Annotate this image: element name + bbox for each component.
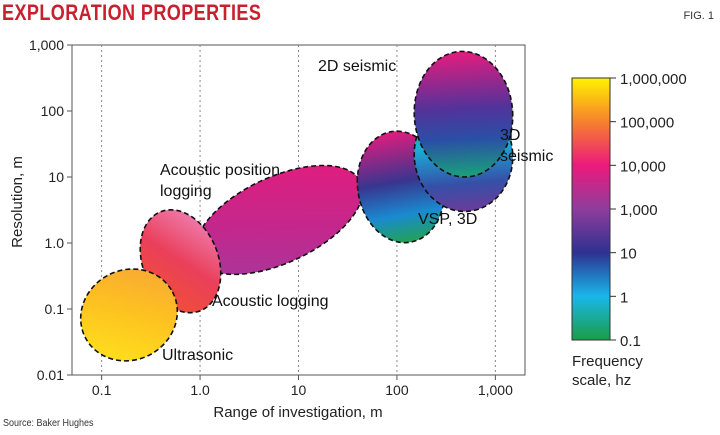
chart-title: EXPLORATION PROPERTIES [2, 0, 262, 25]
colorbar-tick-label: 10 [620, 246, 637, 263]
colorbar: 1,000,000 100,000 10,000 1,000 10 1 0.1 Frequen… [571, 71, 687, 389]
y-tick-label: 1.0 [45, 235, 65, 251]
colorbar-scale [571, 77, 611, 341]
x-tick-labels: 0.1 1.0 10 100 1,000 [92, 375, 513, 398]
region-ultrasonic [79, 268, 179, 362]
y-tick-labels: 0.01 0.1 1.0 10 100 1,000 [29, 37, 72, 383]
region-label: Acoustic logging [212, 293, 329, 310]
x-tick-label: 1,000 [478, 382, 513, 398]
x-tick-label: 1.0 [190, 382, 210, 398]
colorbar-tick-label: 1 [620, 289, 628, 306]
region-2d-seismic [413, 50, 514, 178]
regions [79, 50, 514, 362]
y-tick-label: 1,000 [29, 37, 64, 53]
region-label: 3D seismic [500, 127, 553, 165]
x-axis-label: Range of investigation, m [213, 404, 382, 421]
y-tick-label: 0.01 [37, 367, 64, 383]
x-tick-label: 10 [291, 382, 307, 398]
figure-label: FIG. 1 [683, 10, 714, 22]
region-label: Acoustic position logging [160, 162, 280, 200]
colorbar-tick-label: 1,000 [620, 202, 658, 219]
region-labels: Ultrasonic Acoustic logging Acoustic posit… [160, 58, 553, 364]
region-label: VSP, 3D [418, 211, 477, 228]
region-label: 2D seismic [318, 58, 396, 75]
colorbar-title: Frequency [572, 353, 643, 370]
y-tick-label: 100 [41, 103, 65, 119]
colorbar-tick-label: 1,000,000 [620, 71, 687, 88]
colorbar-tick-label: 100,000 [620, 115, 674, 132]
colorbar-tick-label: 0.1 [620, 333, 641, 350]
x-tick-label: 100 [385, 382, 409, 398]
y-tick-label: 0.1 [45, 301, 65, 317]
colorbar-tick-label: 10,000 [620, 158, 666, 175]
y-tick-label: 10 [48, 169, 64, 185]
source-note: Source: Baker Hughes [3, 418, 94, 429]
y-axis-label: Resolution, m [9, 156, 26, 248]
x-tick-label: 0.1 [92, 382, 112, 398]
colorbar-title-units: scale, hz [572, 372, 631, 389]
region-label: Ultrasonic [162, 347, 233, 364]
